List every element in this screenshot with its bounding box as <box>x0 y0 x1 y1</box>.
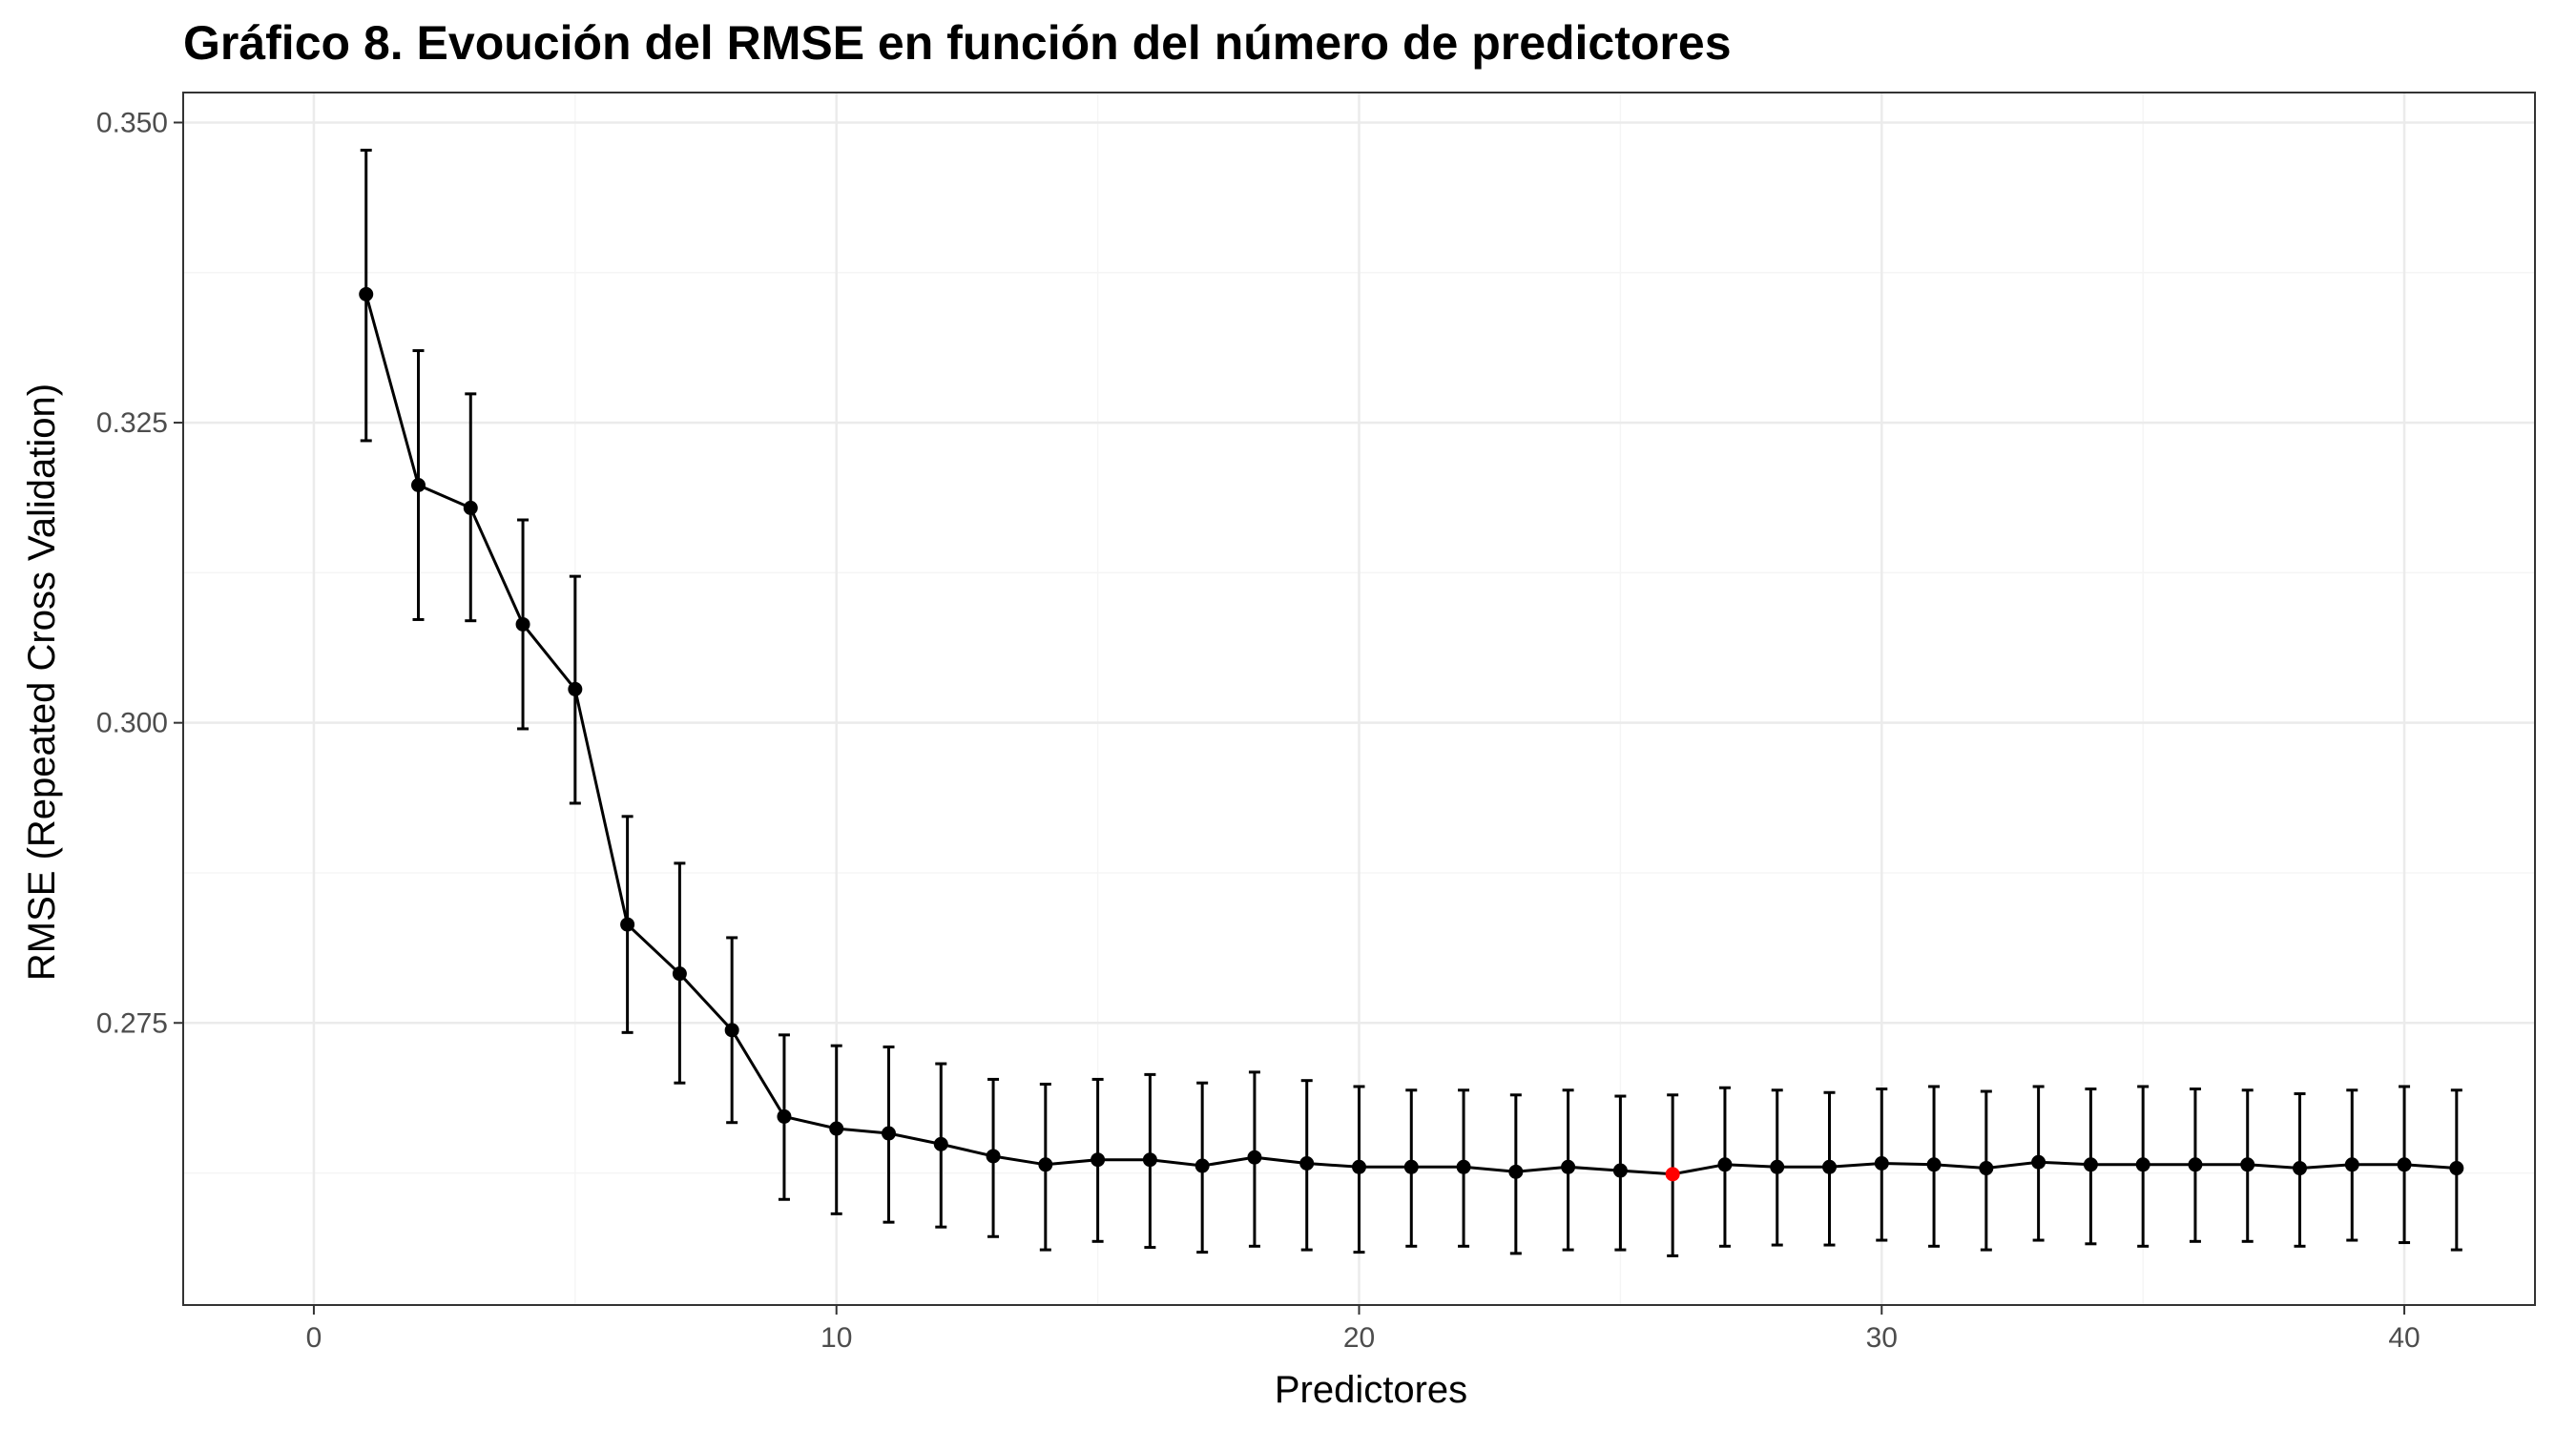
data-point <box>2293 1161 2307 1176</box>
x-axis-title: Predictores <box>1275 1369 1467 1411</box>
data-point <box>463 500 478 515</box>
data-point <box>1874 1156 1889 1171</box>
data-point <box>777 1109 792 1124</box>
data-point <box>986 1149 1001 1164</box>
data-point <box>2240 1157 2255 1172</box>
y-tick-label: 0.350 <box>96 107 168 138</box>
data-point <box>2031 1154 2046 1170</box>
y-axis-title: RMSE (Repeated Cross Validation) <box>21 383 63 981</box>
data-point <box>2188 1157 2203 1172</box>
data-point <box>1979 1161 1994 1176</box>
data-point <box>933 1136 948 1151</box>
data-point <box>1456 1159 1471 1174</box>
data-point <box>2135 1157 2150 1172</box>
chart-title: Gráfico 8. Evoución del RMSE en función … <box>183 16 1732 70</box>
data-points <box>359 286 2464 1182</box>
data-point <box>2344 1157 2359 1172</box>
data-point <box>411 478 426 493</box>
data-point <box>515 616 530 632</box>
highlight-point <box>1665 1167 1680 1182</box>
data-point <box>724 1023 739 1038</box>
axes: 0 10 20 30 40 0.275 0.300 0.325 0.350 <box>96 107 2420 1354</box>
data-point <box>829 1121 844 1136</box>
x-tick-label: 20 <box>1343 1322 1375 1354</box>
x-tick-label: 40 <box>2388 1322 2420 1354</box>
data-point <box>568 681 583 696</box>
y-tick-label: 0.325 <box>96 407 168 439</box>
data-point <box>1403 1159 1419 1174</box>
data-point <box>359 286 374 301</box>
y-tick-label: 0.275 <box>96 1007 168 1039</box>
x-tick-label: 30 <box>1866 1322 1898 1354</box>
data-point <box>2083 1157 2098 1172</box>
x-tick-label: 10 <box>821 1322 852 1354</box>
data-point <box>1822 1159 1837 1174</box>
data-point <box>620 917 635 932</box>
data-point <box>672 966 687 982</box>
x-tick-label: 0 <box>306 1322 322 1354</box>
data-point <box>2397 1157 2412 1172</box>
data-point <box>1091 1152 1106 1168</box>
data-point <box>1195 1158 1210 1173</box>
data-point <box>1770 1159 1785 1174</box>
data-point <box>1038 1157 1053 1172</box>
error-bars <box>360 148 2462 1257</box>
data-point <box>1299 1156 1315 1171</box>
data-point <box>1247 1150 1262 1165</box>
data-point <box>1717 1157 1733 1172</box>
data-point <box>1926 1157 1942 1172</box>
data-point <box>1142 1152 1157 1168</box>
data-point <box>1508 1164 1524 1179</box>
y-tick-label: 0.300 <box>96 708 168 739</box>
data-point <box>1561 1159 1576 1174</box>
data-point <box>1612 1163 1628 1178</box>
data-point <box>1352 1159 1366 1174</box>
data-point <box>2449 1161 2464 1176</box>
data-point <box>882 1126 896 1141</box>
